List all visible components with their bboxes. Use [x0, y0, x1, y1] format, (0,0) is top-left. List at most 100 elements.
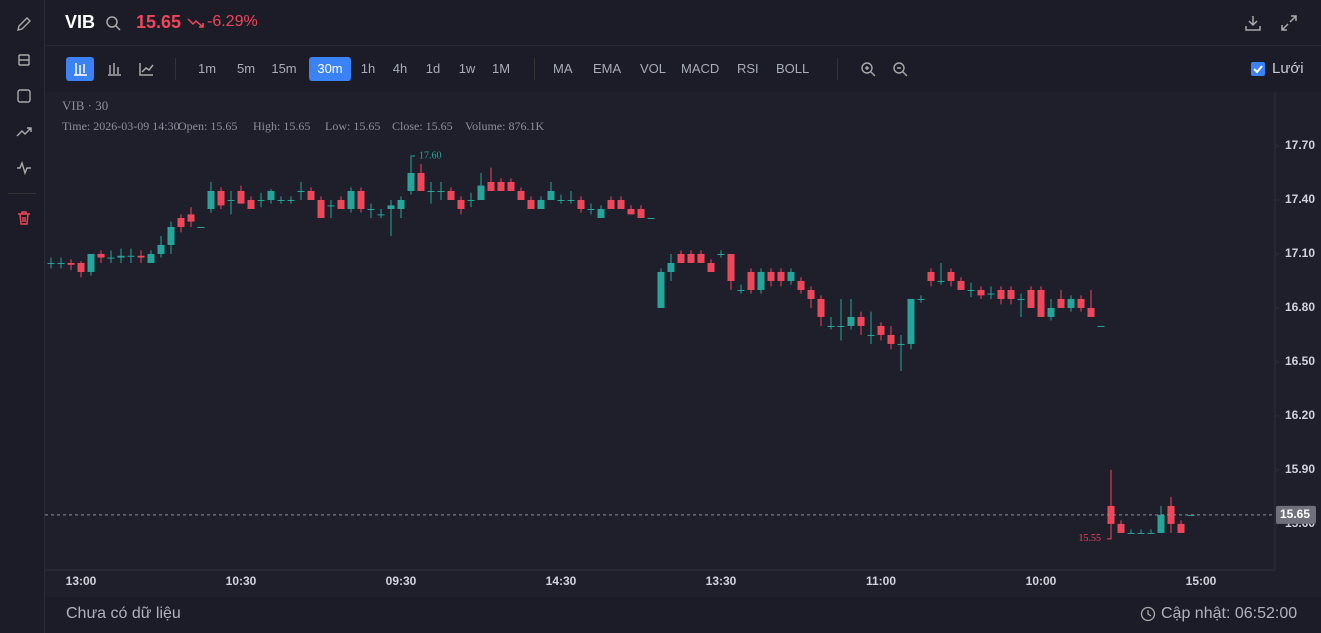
- candle-body: [757, 271, 765, 290]
- candle-body: [297, 190, 305, 192]
- candle-body: [987, 293, 995, 295]
- search-icon[interactable]: [105, 15, 121, 31]
- zoom-out[interactable]: [892, 61, 908, 77]
- candle-body: [1067, 298, 1075, 308]
- candle-body: [827, 325, 835, 327]
- x-tick-label: 14:30: [546, 574, 577, 588]
- indicator-button[interactable]: MACD: [681, 61, 720, 76]
- candle-body: [1147, 532, 1155, 534]
- line-icon[interactable]: [16, 52, 32, 68]
- candle-body: [597, 208, 605, 218]
- trend-icon[interactable]: [16, 124, 32, 140]
- candle-body: [637, 208, 645, 218]
- candle-body: [707, 262, 715, 272]
- candle-body: [1097, 325, 1105, 327]
- candle-body: [387, 205, 395, 209]
- bar-type[interactable]: [100, 57, 128, 81]
- high-pointer: [410, 155, 415, 164]
- candle-body: [847, 316, 855, 326]
- low-pointer: [1107, 532, 1112, 540]
- expand-icon[interactable]: [1281, 15, 1297, 31]
- indicator-button[interactable]: BOLL: [776, 61, 810, 76]
- last-price-tag: [1276, 505, 1316, 524]
- x-tick-label: 09:30: [386, 574, 417, 588]
- candle-body: [947, 271, 955, 281]
- candle-body: [467, 199, 475, 201]
- candle-body: [777, 271, 785, 281]
- candle-body: [1017, 298, 1025, 300]
- info-item: Volume: 876.1K: [465, 119, 544, 133]
- candle-body: [627, 208, 635, 215]
- timeframe-button[interactable]: 1w: [458, 61, 476, 76]
- candle-body: [957, 280, 965, 290]
- divider: [534, 58, 535, 80]
- candle-body: [287, 199, 295, 201]
- indicator-button[interactable]: EMA: [593, 61, 622, 76]
- timeframe-button[interactable]: 1h: [360, 61, 376, 76]
- grid-checkbox[interactable]: [1251, 62, 1265, 76]
- timeframe-button[interactable]: 1m: [197, 61, 217, 76]
- x-tick-label: 10:30: [226, 574, 257, 588]
- indicator-button[interactable]: RSI: [737, 61, 759, 76]
- candle-body: [137, 255, 145, 258]
- candle-body: [207, 190, 215, 209]
- pencil-icon[interactable]: [16, 16, 32, 32]
- divider: [175, 58, 176, 80]
- grid-label[interactable]: Lưới: [1272, 60, 1304, 77]
- candle-body: [217, 190, 225, 206]
- candle-body: [397, 199, 405, 209]
- timeframe-button[interactable]: 15m: [271, 61, 297, 76]
- timeframe-button[interactable]: 1d: [425, 61, 441, 76]
- candle-body: [177, 217, 185, 227]
- zoom-in[interactable]: [860, 61, 876, 77]
- candle-body: [277, 199, 285, 201]
- download-icon[interactable]: [1245, 15, 1261, 31]
- candle-body: [477, 185, 485, 200]
- candle-body: [367, 208, 375, 210]
- line-type[interactable]: [132, 57, 160, 81]
- divider: [837, 58, 838, 80]
- trash-icon[interactable]: [16, 210, 32, 226]
- wave-icon[interactable]: [16, 160, 32, 176]
- candle-body: [737, 289, 745, 291]
- candle-body: [817, 298, 825, 317]
- x-tick-label: 11:00: [866, 574, 896, 588]
- candle-body: [487, 181, 495, 191]
- candle-body: [417, 172, 425, 191]
- candle-body: [427, 190, 435, 192]
- y-tick-label: 17.10: [1285, 246, 1315, 260]
- timeframe-button[interactable]: 5m: [236, 61, 256, 76]
- price: 15.65: [136, 12, 182, 32]
- header: VIB 15.65 -6.29%: [45, 0, 1321, 45]
- candle-body: [257, 199, 265, 201]
- candle-body: [797, 280, 805, 290]
- indicator-button[interactable]: VOL: [640, 61, 667, 76]
- candle-body: [1157, 514, 1165, 533]
- candle-body: [377, 214, 385, 216]
- chart-bg: [45, 92, 1321, 597]
- candle-body: [977, 289, 985, 296]
- candle-body: [867, 334, 875, 336]
- indicator-button[interactable]: MA: [553, 61, 573, 76]
- candle-body: [747, 271, 755, 290]
- candle-body: [887, 334, 895, 344]
- updated: Cập nhật: 06:52:00: [1161, 605, 1298, 622]
- candle-body: [617, 199, 625, 209]
- timeframe-button[interactable]: 30m: [309, 57, 351, 81]
- candle-type[interactable]: [66, 57, 94, 81]
- candle-body: [1177, 523, 1185, 533]
- candle-body: [167, 226, 175, 245]
- candle-body: [587, 208, 595, 210]
- rect-icon[interactable]: [16, 88, 32, 104]
- status: Chưa có dữ liệu: [66, 605, 181, 622]
- y-tick-label: 17.70: [1285, 138, 1315, 152]
- candle-body: [447, 190, 455, 200]
- last-price-label: 15.65: [1280, 507, 1310, 521]
- x-tick-label: 13:30: [706, 574, 737, 588]
- y-tick-label: 16.80: [1285, 300, 1315, 314]
- candle-body: [917, 298, 925, 300]
- timeframe-button[interactable]: 4h: [392, 61, 408, 76]
- candle-body: [1037, 289, 1045, 317]
- timeframe-button[interactable]: 1M: [491, 61, 511, 76]
